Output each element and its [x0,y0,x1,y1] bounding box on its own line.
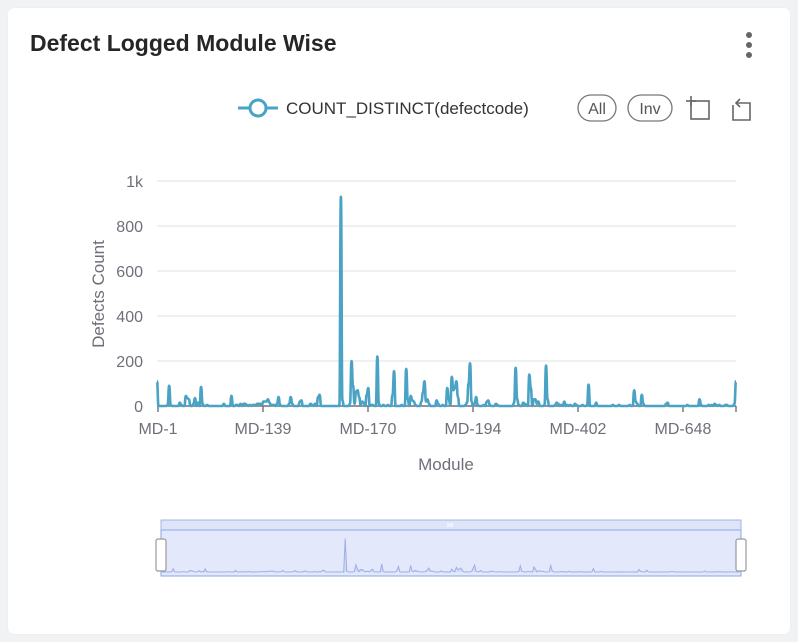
x-tick-label: MD-402 [550,421,607,438]
x-tick-label: MD-139 [235,421,292,438]
zoom-start-handle[interactable] [155,538,167,572]
y-tick-label: 800 [116,219,143,236]
grid-lines [157,180,736,362]
select-all-button[interactable]: All [577,94,617,122]
inverse-selection-button[interactable]: Inv [627,94,673,122]
legend-item[interactable]: COUNT_DISTINCT(defectcode) [238,98,529,118]
zoom-end-handle[interactable] [735,538,747,572]
x-tick-label: MD-194 [445,421,502,438]
y-tick-label: 0 [134,399,143,416]
x-tick-label: MD-170 [340,421,397,438]
x-tick-label: MD-648 [655,421,712,438]
y-axis-title: Defects Count [89,240,108,348]
data-zoom-slider[interactable] [155,519,747,577]
x-axis: MD-1 MD-139 MD-170 MD-194 MD-402 MD-648 [138,405,737,438]
legend-label: COUNT_DISTINCT(defectcode) [286,99,529,118]
zoom-reset-icon[interactable] [732,98,751,121]
y-tick-label: 600 [116,264,143,281]
series-group [155,195,738,408]
series-line-defect-count[interactable] [155,195,738,408]
select-all-label: All [588,101,606,118]
y-tick-label: 200 [116,354,143,371]
kebab-menu-icon[interactable] [740,32,758,60]
area-zoom-icon[interactable] [686,96,710,120]
zoom-window[interactable] [160,529,742,577]
zoom-preview-line [160,538,742,573]
zoom-move-bar[interactable] [160,519,742,531]
inverse-selection-label: Inv [639,101,660,118]
x-tick-label: MD-1 [138,421,177,438]
y-axis-ticks: 0 200 400 600 800 1k [116,174,144,416]
y-tick-label: 400 [116,309,143,326]
legend-marker-icon [248,98,268,118]
y-tick-label: 1k [126,174,144,191]
chart-title: Defect Logged Module Wise [30,30,337,56]
x-axis-title: Module [418,455,474,474]
